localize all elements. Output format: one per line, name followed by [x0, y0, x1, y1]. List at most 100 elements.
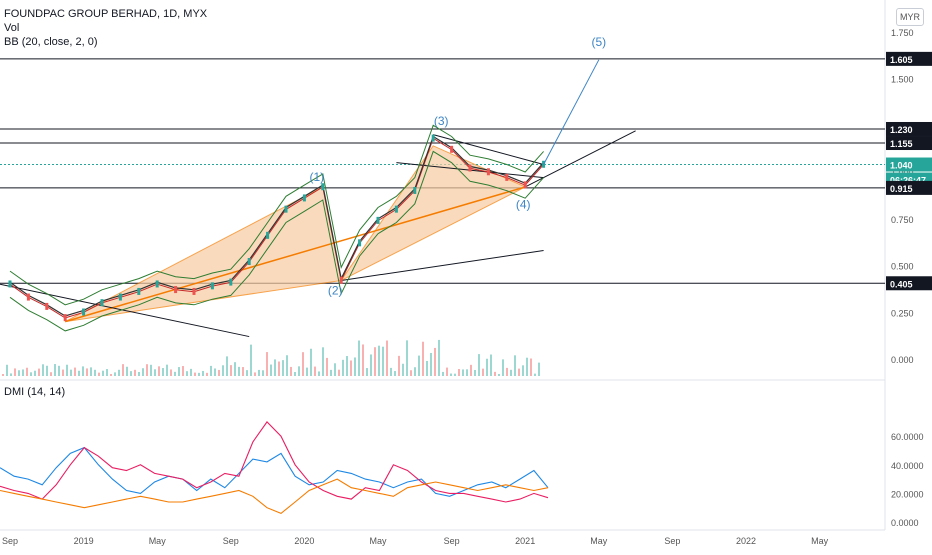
- price-tag-box: [886, 51, 932, 66]
- volume-bar: [262, 370, 264, 376]
- volume-bar: [482, 368, 484, 376]
- candle: [431, 134, 435, 142]
- price-tick-label: 1.500: [891, 75, 914, 85]
- volume-bar: [294, 371, 296, 376]
- volume-bar: [182, 366, 184, 376]
- volume-bar: [450, 373, 452, 376]
- volume-bar: [86, 368, 88, 376]
- volume-bar: [330, 369, 332, 376]
- volume-bar: [130, 371, 132, 376]
- candle: [45, 302, 49, 310]
- volume-bar: [30, 372, 32, 376]
- volume-bar: [118, 369, 120, 376]
- volume-bar: [190, 368, 192, 376]
- volume-bar: [426, 360, 428, 376]
- time-axis-label: May: [590, 536, 608, 546]
- candle: [321, 183, 325, 191]
- candle: [174, 286, 178, 294]
- volume-bar: [170, 369, 172, 376]
- volume-bar: [22, 369, 24, 376]
- volume-bar: [406, 340, 408, 376]
- trend-line: [341, 250, 544, 281]
- candle: [302, 194, 306, 202]
- volume-bar: [122, 364, 124, 376]
- volume-bar: [106, 369, 108, 376]
- price-tag-box: [886, 276, 932, 291]
- volume-bar: [390, 367, 392, 376]
- volume-bar: [186, 371, 188, 376]
- volume-bar: [402, 363, 404, 376]
- volume-bar: [2, 374, 4, 376]
- candle: [523, 181, 527, 189]
- volume-bar: [474, 369, 476, 376]
- volume-bar: [322, 347, 324, 376]
- volume-bar: [110, 373, 112, 376]
- volume-bar: [434, 347, 436, 376]
- time-axis-label: Sep: [2, 536, 18, 546]
- volume-bar: [378, 345, 380, 376]
- candle: [468, 164, 472, 172]
- wave-label: (3): [434, 114, 449, 128]
- trend-line: [433, 134, 544, 166]
- candle: [192, 287, 196, 295]
- bb-legend[interactable]: BB (20, close, 2, 0): [4, 36, 98, 48]
- volume-bar: [414, 367, 416, 376]
- candle: [26, 293, 30, 301]
- currency-button[interactable]: MYR: [896, 8, 924, 26]
- volume-bar: [370, 354, 372, 376]
- volume-bar: [254, 372, 256, 376]
- volume-bar: [34, 370, 36, 376]
- candle: [394, 205, 398, 213]
- volume-bar: [514, 355, 516, 376]
- candle: [100, 299, 104, 307]
- volume-bar: [242, 367, 244, 376]
- volume-bar: [466, 369, 468, 376]
- volume-bar: [270, 364, 272, 376]
- dmi-legend[interactable]: DMI (14, 14): [4, 386, 66, 398]
- time-axis-label: May: [369, 536, 387, 546]
- volume-bar: [358, 340, 360, 376]
- time-axis-label: 2020: [294, 536, 314, 546]
- candle: [376, 216, 380, 224]
- volume-bar: [502, 359, 504, 376]
- volume-bar: [46, 365, 48, 376]
- wave-label: (1): [309, 170, 324, 184]
- volume-bar: [194, 372, 196, 376]
- volume-bar: [454, 373, 456, 376]
- time-axis-label: Sep: [664, 536, 680, 546]
- candle: [118, 293, 122, 301]
- trend-line: [0, 283, 250, 338]
- volume-bar: [462, 369, 464, 376]
- pattern-base-line: [64, 186, 526, 323]
- candle: [82, 308, 86, 316]
- dmi-tick-label: 0.0000: [891, 518, 919, 528]
- candle: [486, 168, 490, 176]
- volume-bar: [318, 371, 320, 376]
- dmi-tick-label: 60.0000: [891, 432, 924, 442]
- time-axis-label: May: [811, 536, 829, 546]
- trend-line: [524, 130, 636, 188]
- candle: [137, 287, 141, 295]
- price-tag-box: [886, 157, 932, 172]
- candle: [284, 205, 288, 213]
- volume-bar: [206, 372, 208, 376]
- time-axis-label: May: [149, 536, 167, 546]
- volume-bar: [438, 339, 440, 376]
- candle: [229, 278, 233, 286]
- volume-bar: [418, 355, 420, 376]
- price-tag-text: 06:26:47: [890, 176, 926, 186]
- volume-bar: [382, 346, 384, 376]
- bb-upper-band: [9, 124, 544, 306]
- volume-bar: [386, 340, 388, 376]
- volume-bar: [346, 356, 348, 376]
- volume-bar: [442, 371, 444, 376]
- projection-line: [543, 59, 600, 165]
- candle: [358, 239, 362, 247]
- price-tag-text: 0.405: [890, 279, 913, 289]
- volume-bar: [202, 370, 204, 376]
- volume-bar: [470, 364, 472, 376]
- vol-legend[interactable]: Vol: [4, 22, 20, 34]
- volume-bar: [394, 371, 396, 376]
